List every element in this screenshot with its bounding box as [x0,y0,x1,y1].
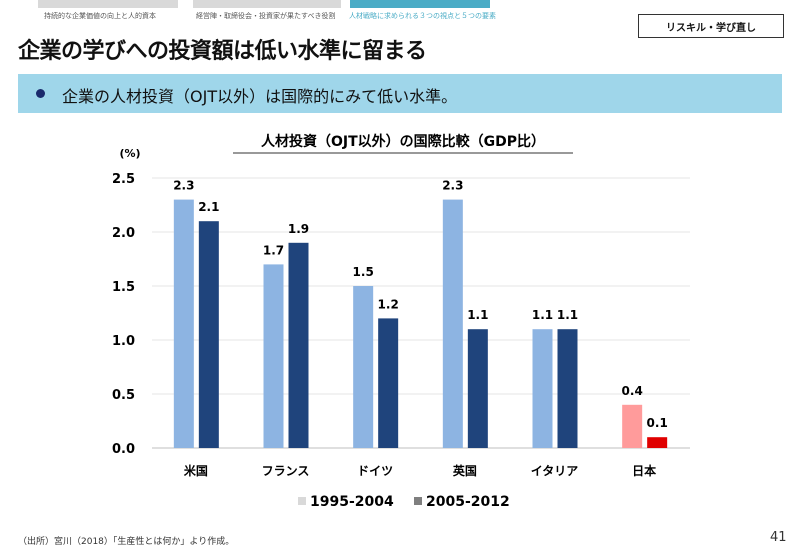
section-tag: リスキル・学び直し [638,14,784,38]
bar [532,329,553,448]
x-tick-label: 米国 [184,463,208,478]
legend-swatch [414,497,422,505]
bar [378,318,399,448]
bar [557,329,578,448]
data-label: 1.2 [378,297,399,311]
data-label: 1.7 [263,243,284,257]
data-label: 1.1 [557,308,578,322]
bar [353,286,374,448]
chart-title: 人材投資（OJT以外）の国際比較（GDP比） [261,133,545,150]
data-label: 2.3 [442,179,463,193]
y-tick-label: 0.0 [112,442,135,457]
bar [647,437,668,448]
legend-label: 2005-2012 [426,494,510,510]
tab-1-label[interactable]: 持続的な企業価値の向上と人的資本 [44,12,156,20]
tab-3[interactable] [350,0,490,8]
x-tick-label: 英国 [453,463,477,478]
y-tick-label: 1.0 [112,334,135,349]
data-label: 1.9 [288,222,309,236]
bar [173,199,194,448]
data-label: 2.1 [198,200,219,214]
page-number: 41 [770,530,787,545]
data-label: 1.5 [353,265,374,279]
source-footnote: （出所）宮川（2018）「生産性とは何か」より作成。 [18,537,235,547]
data-label: 0.1 [647,416,668,430]
x-tick-label: イタリア [531,464,579,478]
data-label: 0.4 [622,384,643,398]
bar [263,264,284,448]
tab-2-label[interactable]: 経営陣・取締役会・投資家が果たすべき役割 [196,12,336,20]
x-tick-label: ドイツ [357,464,393,478]
tab-3-label[interactable]: 人材戦略に求められる３つの視点と５つの要素 [349,12,496,20]
legend-label: 1995-2004 [310,494,394,510]
y-tick-label: 2.5 [112,172,135,187]
data-label: 1.1 [467,308,488,322]
x-tick-label: 日本 [632,463,656,478]
page-title: 企業の学びへの投資額は低い水準に留まる [18,39,427,64]
bar [622,404,643,448]
tab-2[interactable] [193,0,341,8]
summary-text: 企業の人材投資（OJT以外）は国際的にみて低い水準。 [62,87,458,106]
y-tick-label: 2.0 [112,226,135,241]
tab-1[interactable] [38,0,178,8]
y-axis-unit: (%) [119,147,140,160]
x-tick-label: フランス [262,464,310,478]
bar [288,242,309,448]
bullet-icon [36,89,45,98]
legend-swatch [298,497,306,505]
summary-band: 企業の人材投資（OJT以外）は国際的にみて低い水準。 [18,74,782,113]
y-tick-label: 0.5 [112,388,135,403]
bar [198,221,219,448]
bar [467,329,488,448]
y-tick-label: 1.5 [112,280,135,295]
data-label: 2.3 [173,179,194,193]
bar [442,199,463,448]
data-label: 1.1 [532,308,553,322]
